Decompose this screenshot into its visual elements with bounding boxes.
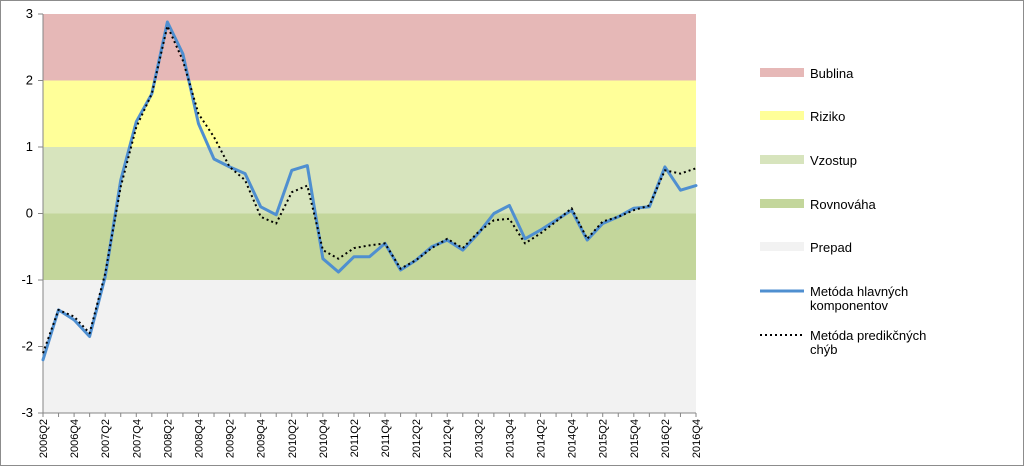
y-tick-label: 1: [26, 139, 33, 154]
legend-label: Rovnováha: [810, 197, 877, 212]
legend-label: Prepad: [810, 240, 852, 255]
x-tick-label: 2008Q2: [162, 419, 174, 458]
x-tick-label: 2007Q4: [131, 419, 143, 458]
x-tick-label: 2012Q2: [411, 419, 423, 458]
x-tick-label: 2006Q2: [38, 419, 50, 458]
legend-swatch: [760, 68, 804, 77]
x-tick-label: 2016Q2: [660, 419, 672, 458]
band-rovnováha: [43, 213, 696, 280]
y-tick-label: -2: [21, 339, 33, 354]
x-tick-label: 2009Q2: [225, 419, 237, 458]
x-tick-label: 2014Q2: [536, 419, 548, 458]
x-tick-label: 2006Q4: [69, 419, 81, 458]
legend-swatch: [760, 242, 804, 251]
legend-label-line2: komponentov: [810, 298, 889, 313]
y-tick-label: 2: [26, 73, 33, 88]
series-line-predikcnych-chyb: [42, 25, 697, 354]
legend-swatch: [760, 199, 804, 208]
x-tick-label: 2009Q4: [256, 419, 268, 458]
x-tick-label: 2007Q2: [100, 419, 112, 458]
x-tick-label: 2010Q2: [287, 419, 299, 458]
x-tick-label: 2014Q4: [567, 419, 579, 458]
legend-label: Bublina: [810, 66, 854, 81]
legend-swatch: [760, 155, 804, 164]
x-tick-label: 2013Q2: [473, 419, 485, 458]
y-tick-label: -1: [21, 272, 33, 287]
x-tick-label: 2012Q4: [442, 419, 454, 458]
legend-label: Riziko: [810, 109, 845, 124]
x-tick-label: 2013Q4: [504, 419, 516, 458]
legend-label: Metóda predikčných: [810, 328, 926, 343]
y-tick-label: -3: [21, 405, 33, 420]
x-tick-label: 2015Q2: [598, 419, 610, 458]
legend-label-line2: chýb: [810, 342, 837, 357]
legend-swatch: [760, 111, 804, 120]
band-vzostup: [43, 147, 696, 214]
legend-label: Metóda hlavných: [810, 284, 908, 299]
x-tick-label: 2011Q4: [380, 419, 392, 457]
band-bublina: [43, 14, 696, 81]
x-tick-label: 2008Q4: [193, 419, 205, 458]
series-line-hlavnych-komponentov: [41, 20, 698, 362]
x-tick-label: 2015Q4: [629, 419, 641, 458]
x-tick-label: 2011Q2: [349, 419, 361, 457]
legend-label: Vzostup: [810, 153, 857, 168]
x-tick-label: 2016Q4: [691, 419, 703, 458]
y-tick-label: 0: [26, 206, 33, 221]
x-tick-label: 2010Q4: [318, 419, 330, 458]
y-tick-label: 3: [26, 6, 33, 21]
band-prepad: [43, 280, 696, 413]
